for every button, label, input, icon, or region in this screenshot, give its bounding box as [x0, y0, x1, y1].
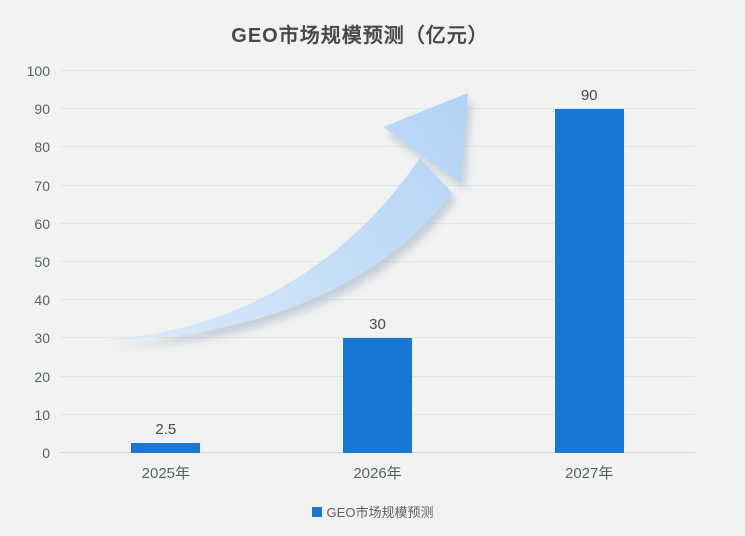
bar-value-label: 30	[369, 316, 386, 334]
plot-area: 2.5 30 90	[60, 70, 695, 453]
y-tick-label: 30	[34, 330, 50, 347]
bar[interactable]	[343, 338, 412, 453]
legend-marker-icon	[311, 506, 322, 517]
y-tick-label: 70	[34, 177, 50, 194]
y-tick-label: 60	[34, 215, 50, 232]
bar[interactable]	[131, 443, 201, 453]
y-tick-label: 20	[34, 368, 50, 385]
bars-layer: 2.5 30 90	[60, 71, 695, 453]
bar-column: 30	[272, 71, 484, 453]
chart-title: GEO市场规模预测（亿元）	[231, 25, 489, 47]
x-axis-labels: 2025年 2026年 2027年	[60, 462, 695, 483]
y-tick-label: 50	[34, 254, 50, 270]
bar-column: 2.5	[60, 71, 272, 453]
y-tick-label: 90	[34, 101, 50, 118]
bar[interactable]	[554, 109, 624, 453]
legend-label: GEO市场规模预测	[326, 505, 434, 520]
y-tick-label: 10	[34, 406, 50, 423]
y-axis-labels: 0 10 20 30 40 50 60 70 80 90 100	[0, 64, 50, 460]
x-tick-label: 2025年	[141, 465, 191, 482]
gridline	[60, 70, 695, 71]
bar-column: 90	[483, 71, 695, 453]
gridline	[60, 146, 695, 148]
gridline	[60, 108, 695, 110]
bar-value-label: 2.5	[155, 421, 177, 439]
y-tick-label: 0	[42, 445, 50, 461]
y-tick-label: 40	[34, 292, 50, 309]
y-tick-label: 100	[26, 63, 50, 79]
x-tick-label: 2026年	[353, 465, 402, 482]
y-tick-label: 80	[34, 139, 50, 156]
legend[interactable]: GEO市场规模预测	[0, 502, 745, 521]
bar-value-label: 90	[580, 87, 598, 105]
x-tick-label: 2027年	[564, 465, 614, 482]
